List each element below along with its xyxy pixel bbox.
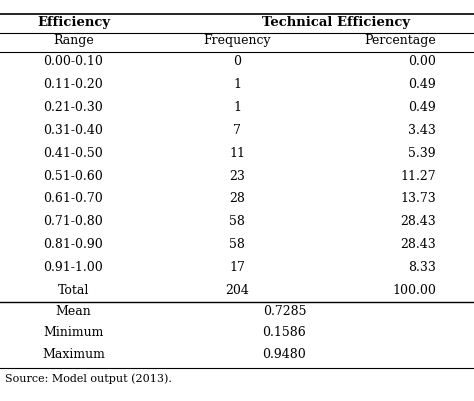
Text: 5.39: 5.39: [409, 147, 436, 160]
Text: 0.71-0.80: 0.71-0.80: [44, 215, 103, 228]
Text: 100.00: 100.00: [392, 284, 436, 297]
Text: 58: 58: [229, 238, 245, 251]
Text: 0.9480: 0.9480: [263, 348, 306, 361]
Text: 0.31-0.40: 0.31-0.40: [44, 124, 103, 137]
Text: Total: Total: [58, 284, 89, 297]
Text: 0.49: 0.49: [408, 101, 436, 114]
Text: 3.43: 3.43: [408, 124, 436, 137]
Text: 7: 7: [233, 124, 241, 137]
Text: 1: 1: [233, 101, 241, 114]
Text: 0.61-0.70: 0.61-0.70: [44, 192, 103, 205]
Text: 11.27: 11.27: [401, 170, 436, 182]
Text: 0.81-0.90: 0.81-0.90: [44, 238, 103, 251]
Text: 0.11-0.20: 0.11-0.20: [44, 78, 103, 91]
Text: 0.21-0.30: 0.21-0.30: [44, 101, 103, 114]
Text: 28.43: 28.43: [401, 215, 436, 228]
Text: 11: 11: [229, 147, 245, 160]
Text: Maximum: Maximum: [42, 348, 105, 361]
Text: 0.7285: 0.7285: [263, 305, 306, 318]
Text: 0.00-0.10: 0.00-0.10: [44, 55, 103, 68]
Text: 0.49: 0.49: [408, 78, 436, 91]
Text: 8.33: 8.33: [408, 261, 436, 274]
Text: Source: Model output (2013).: Source: Model output (2013).: [5, 374, 172, 384]
Text: 0.1586: 0.1586: [263, 326, 306, 339]
Text: 23: 23: [229, 170, 245, 182]
Text: 0: 0: [233, 55, 241, 68]
Text: Mean: Mean: [55, 305, 91, 318]
Text: 17: 17: [229, 261, 245, 274]
Text: Minimum: Minimum: [43, 326, 104, 339]
Text: Frequency: Frequency: [203, 34, 271, 47]
Text: 1: 1: [233, 78, 241, 91]
Text: Percentage: Percentage: [365, 34, 436, 47]
Text: Technical Efficiency: Technical Efficiency: [263, 16, 410, 28]
Text: 28: 28: [229, 192, 245, 205]
Text: 0.41-0.50: 0.41-0.50: [44, 147, 103, 160]
Text: 28.43: 28.43: [401, 238, 436, 251]
Text: Range: Range: [53, 34, 94, 47]
Text: 13.73: 13.73: [401, 192, 436, 205]
Text: 204: 204: [225, 284, 249, 297]
Text: Efficiency: Efficiency: [37, 16, 110, 28]
Text: 0.00: 0.00: [408, 55, 436, 68]
Text: 0.51-0.60: 0.51-0.60: [44, 170, 103, 182]
Text: 0.91-1.00: 0.91-1.00: [44, 261, 103, 274]
Text: 58: 58: [229, 215, 245, 228]
